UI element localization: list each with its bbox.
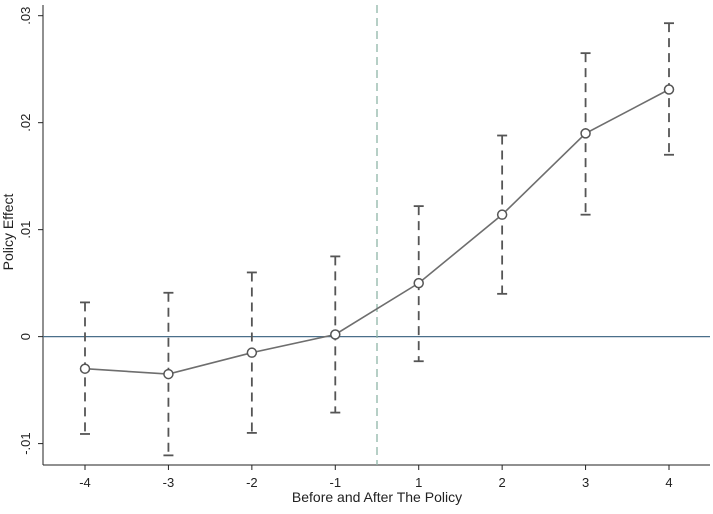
data-point	[163, 368, 174, 380]
reference-lines	[43, 5, 710, 465]
data-point	[330, 329, 341, 340]
data-point	[246, 347, 258, 358]
x-tick-label: 1	[415, 475, 422, 490]
data-point	[580, 128, 591, 139]
data-point	[79, 363, 91, 374]
x-tick-label: -4	[79, 475, 91, 490]
y-tick-label: -.01	[18, 432, 33, 454]
axes: -.01 0 .01 .02 .03 -4 -3 -2 -1 1 2 3 4	[18, 5, 710, 490]
data-points	[79, 84, 675, 380]
point-estimate-line	[84, 88, 670, 375]
x-tick-label: -3	[163, 475, 175, 490]
x-tick-label: -1	[330, 475, 342, 490]
x-tick-label: 4	[665, 475, 672, 490]
y-tick-label: .03	[18, 7, 33, 25]
y-tick-label: 0	[18, 333, 33, 340]
y-tick-label: .02	[18, 114, 33, 132]
y-tick-label: .01	[18, 221, 33, 239]
data-point	[496, 209, 508, 220]
x-tick-label: -2	[246, 475, 258, 490]
x-tick-label: 3	[582, 475, 589, 490]
series-line	[84, 88, 670, 375]
data-point	[663, 84, 675, 95]
y-axis-title: Policy Effect	[0, 194, 16, 271]
x-tick-label: 2	[499, 475, 506, 490]
x-axis-title: Before and After The Policy	[292, 489, 462, 505]
data-point	[413, 277, 424, 289]
